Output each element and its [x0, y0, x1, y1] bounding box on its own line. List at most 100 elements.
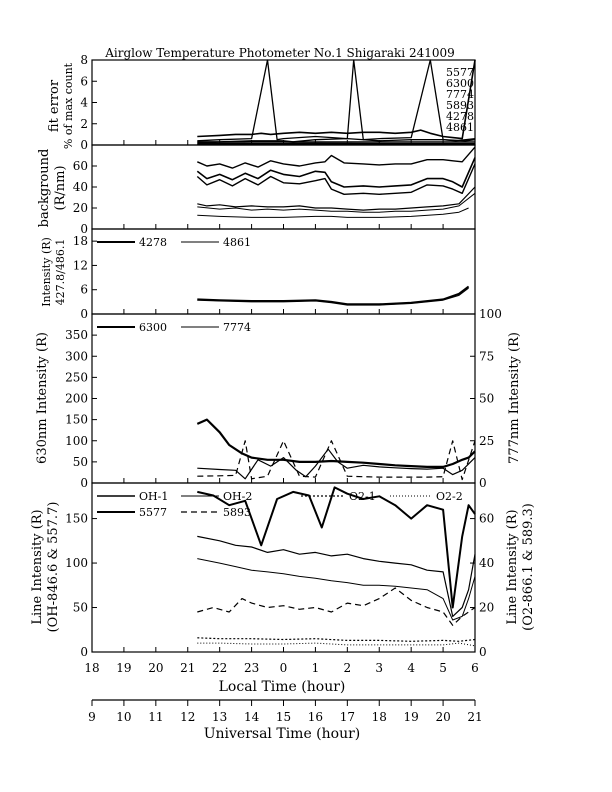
legend-5577-line: 5577 [139, 506, 167, 519]
series-line-2 [197, 486, 476, 609]
series-fit_error-1 [197, 59, 476, 142]
red-right-ytick-label-1: 25 [479, 434, 494, 448]
legend-6300: 6300 [139, 321, 167, 334]
legend-6300: 6300 [446, 77, 474, 90]
series-line-1 [197, 558, 476, 621]
x-axes: 18 19 20 21 22 23 0 1 2 3 4 5 69 10 11 12 13 14 15 16 17 18 19… [84, 140, 483, 724]
local-tick-label-4: 22 [212, 661, 227, 675]
ut-tick-label-11: 20 [435, 710, 450, 724]
blue-ytick-label-3: 18 [73, 234, 88, 248]
line-ylabel-left2: (OH-846.6 & 557.7) [46, 502, 61, 633]
line-right-ytick-label-1: 20 [479, 601, 494, 615]
red-right-ytick-label-3: 75 [479, 349, 494, 363]
legend-7774: 7774 [446, 88, 474, 101]
fit-error-ylabel: fit error [47, 79, 62, 132]
series-background-1 [196, 157, 476, 188]
legend-4278: 4278 [446, 110, 474, 123]
fit-error-legend: 5577 6300 7774 5893 4278 4861 [446, 66, 474, 134]
legend-o21: O2-1 [349, 490, 376, 503]
legend-4278: 4278 [139, 236, 167, 249]
red-left-ytick-label-0: 0 [80, 476, 88, 490]
blue-ytick-label-0: 0 [80, 307, 88, 321]
line-right-ytick-label-3: 60 [479, 512, 494, 526]
series-red-1 [197, 448, 476, 480]
line-ylabel-left: Line Intensity (R) [30, 509, 45, 624]
series-fit_error-3 [197, 141, 475, 144]
background-ylabel: background [37, 149, 52, 228]
fit-error-ytick-label-4: 8 [80, 53, 88, 67]
universal-time-label: Universal Time (hour) [204, 726, 361, 742]
red-left-ytick-label-4: 200 [65, 392, 88, 406]
legend-o22: O2-2 [436, 490, 463, 503]
ut-tick-label-2: 11 [148, 710, 163, 724]
legend-4861: 4861 [446, 121, 474, 134]
line-left-ytick-label-2: 100 [65, 556, 88, 570]
local-tick-label-7: 1 [312, 661, 320, 675]
red-left-ytick-label-1: 50 [73, 455, 88, 469]
background-ylabel2: (R/nm) [53, 165, 68, 210]
y-axes: 0246802040600612180501001502002503003500… [65, 53, 502, 659]
legend-7774: 7774 [223, 321, 251, 334]
red-left-ytick-label-2: 100 [65, 434, 88, 448]
red-right-ytick-label-2: 50 [479, 392, 494, 406]
series-fit_error-0 [197, 59, 476, 140]
ut-tick-label-8: 17 [340, 710, 355, 724]
legend-5893: 5893 [446, 99, 474, 112]
blue-ytick-label-2: 12 [73, 258, 88, 272]
local-tick-label-11: 5 [439, 661, 447, 675]
background-ytick-label-3: 60 [73, 159, 88, 173]
series-background-4 [197, 192, 476, 213]
local-tick-label-0: 18 [84, 661, 99, 675]
legend-5893-line: 5893 [223, 506, 251, 519]
local-tick-label-8: 2 [344, 661, 352, 675]
ut-tick-label-9: 18 [372, 710, 387, 724]
series-background-5 [197, 207, 469, 218]
blue-legend: 4278 4861 [97, 236, 251, 249]
red-ylabel-left: 630nm Intensity (R) [35, 332, 50, 464]
series-fit_error-2 [197, 137, 476, 143]
series-fit_error-4 [197, 142, 475, 145]
ut-tick-label-0: 9 [88, 710, 96, 724]
blue-ylabel: Intensity (R) [40, 237, 53, 307]
data-series [196, 59, 476, 647]
fit-error-ylabel2: % of max count [62, 62, 75, 149]
line-right-ytick-label-2: 40 [479, 556, 494, 570]
red-left-ytick-label-7: 350 [65, 328, 88, 342]
line-ylabel-right2: (O2-866.1 & 589.3) [521, 503, 536, 631]
legend-4861: 4861 [223, 236, 251, 249]
fit-error-ytick-label-2: 4 [80, 96, 88, 110]
ut-tick-label-1: 10 [116, 710, 131, 724]
local-tick-label-12: 6 [471, 661, 479, 675]
red-left-ytick-label-3: 150 [65, 413, 88, 427]
series-blue-0 [197, 285, 470, 306]
local-tick-label-9: 3 [375, 661, 383, 675]
red-right-ytick-label-4: 100 [479, 307, 502, 321]
fit-error-ytick-label-0: 0 [80, 138, 88, 152]
ut-tick-label-7: 16 [308, 710, 323, 724]
line-right-ytick-label-0: 0 [479, 645, 487, 659]
series-red-2 [197, 440, 476, 481]
series-background-0 [197, 146, 476, 169]
local-time-label: Local Time (hour) [219, 679, 346, 695]
red-left-ytick-label-5: 250 [65, 370, 88, 384]
background-ytick-label-2: 40 [73, 180, 88, 194]
fit-error-ytick-label-3: 6 [80, 74, 88, 88]
series-blue-1 [197, 287, 469, 306]
red-left-ytick-label-6: 300 [65, 349, 88, 363]
local-tick-label-1: 19 [116, 661, 131, 675]
series-background-3 [197, 186, 476, 211]
frame-fit_error [91, 59, 476, 146]
local-tick-label-3: 21 [180, 661, 195, 675]
ut-tick-label-6: 15 [276, 710, 291, 724]
series-red-0 [196, 418, 476, 468]
local-tick-label-10: 4 [407, 661, 415, 675]
line-left-ytick-label-1: 50 [73, 601, 88, 615]
series-line-0 [197, 535, 476, 618]
local-tick-label-6: 0 [280, 661, 288, 675]
line-legend: OH-1 OH-2 O2-1 O2-2 5577 5893 [97, 490, 463, 519]
line-ylabel-right: Line Intensity (R) [505, 509, 520, 624]
fit-error-ytick-label-1: 2 [80, 117, 88, 131]
legend-oh2: OH-2 [223, 490, 252, 503]
ut-tick-label-10: 19 [404, 710, 419, 724]
